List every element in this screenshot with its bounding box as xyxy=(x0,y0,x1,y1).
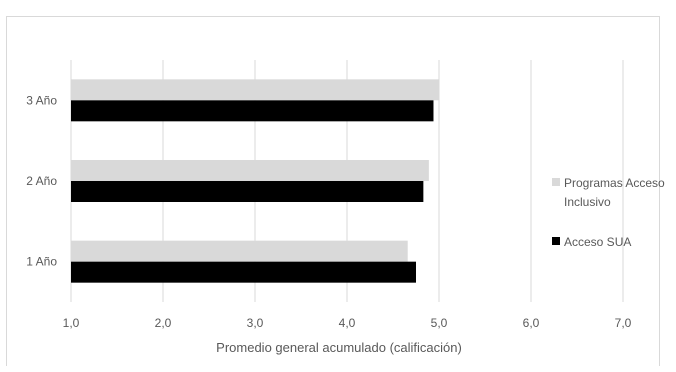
bars xyxy=(71,79,439,282)
x-tick-label: 2,0 xyxy=(155,316,172,330)
bar-programas-acceso-inclusivo-3 xyxy=(71,79,439,100)
x-axis-title: Promedio general acumulado (calificación… xyxy=(216,340,462,355)
x-tick-label: 5,0 xyxy=(431,316,448,330)
category-label: 1 Año xyxy=(26,255,57,269)
bar-programas-acceso-inclusivo-1 xyxy=(71,241,408,262)
category-labels: 1 Año 2 Año 3 Año xyxy=(26,93,57,268)
bar-acceso-sua-1 xyxy=(71,262,416,283)
bar-acceso-sua-3 xyxy=(71,100,433,121)
bar-programas-acceso-inclusivo-2 xyxy=(71,160,429,181)
x-tick-label: 7,0 xyxy=(615,316,632,330)
x-tick-label: 1,0 xyxy=(63,316,80,330)
bar-acceso-sua-2 xyxy=(71,181,423,202)
legend-swatch-programas-acceso-inclusivo xyxy=(552,178,560,186)
category-label: 3 Año xyxy=(26,93,57,107)
x-tick-label: 4,0 xyxy=(339,316,356,330)
legend-label-programas-acceso-inclusivo-line2: Inclusivo xyxy=(564,195,611,209)
x-tick-label: 6,0 xyxy=(523,316,540,330)
category-label: 2 Año xyxy=(26,174,57,188)
x-tick-label: 3,0 xyxy=(247,316,264,330)
x-tick-labels: 1,0 2,0 3,0 4,0 5,0 6,0 7,0 xyxy=(63,316,632,330)
legend-swatch-acceso-sua xyxy=(552,237,560,245)
legend-label-programas-acceso-inclusivo-line1: Programas Acceso xyxy=(564,176,665,190)
legend: Programas Acceso Inclusivo Acceso SUA xyxy=(552,176,665,249)
legend-label-acceso-sua: Acceso SUA xyxy=(564,235,631,249)
